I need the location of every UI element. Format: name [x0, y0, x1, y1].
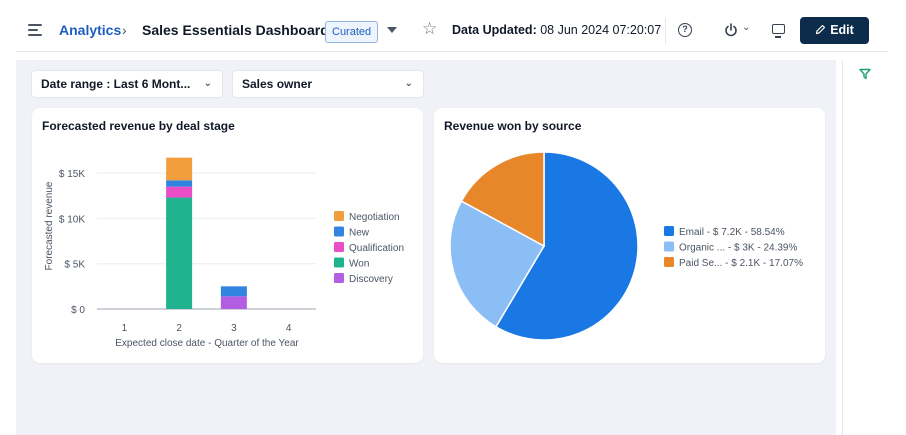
legend-label: Discovery — [349, 274, 393, 285]
forecast-revenue-card: Forecasted revenue by deal stage $ 0 $ 5K… — [32, 108, 423, 363]
menu-icon[interactable] — [28, 24, 42, 36]
revenue-source-title: Revenue won by source — [444, 119, 582, 133]
legend-label: Negotiation — [349, 212, 400, 223]
pie-slice-1[interactable] — [449, 200, 546, 328]
x-axis-label: Expected close date - Quarter of the Yea… — [115, 338, 299, 349]
bar-segment-new[interactable] — [220, 286, 247, 297]
legend-swatch — [334, 242, 344, 252]
data-updated-label: Data Updated: — [452, 23, 537, 37]
y-tick-label: $ 0 — [71, 305, 85, 316]
legend-label: Organic ... - $ 3K - 24.39% — [679, 243, 797, 254]
chevron-down-icon[interactable] — [387, 27, 397, 33]
legend-swatch — [334, 257, 344, 268]
x-tick-label: 1 — [122, 323, 128, 334]
legend-label: Paid Se... - $ 2.1K - 17.07% — [679, 258, 803, 269]
y-axis-label: Forecasted revenue — [44, 181, 55, 270]
right-panel — [842, 60, 890, 435]
legend-swatch — [334, 211, 344, 221]
data-updated: Data Updated: 08 Jun 2024 07:20:07 — [452, 23, 661, 37]
legend-swatch — [664, 257, 674, 267]
y-tick-label: $ 15K — [59, 169, 85, 180]
edit-button[interactable]: Edit — [800, 17, 869, 44]
chevron-down-icon: ⌄ — [404, 78, 413, 89]
y-tick-label: $ 10K — [59, 214, 85, 225]
breadcrumb-separator: › — [122, 22, 127, 38]
legend-label: Won — [349, 259, 369, 270]
help-icon[interactable]: ? — [678, 23, 692, 37]
filter-icon[interactable] — [859, 68, 871, 80]
bar-segment-negotiation[interactable] — [166, 157, 193, 181]
legend-swatch — [664, 241, 674, 252]
top-bar: Analytics › Sales Essentials Dashboard C… — [16, 10, 888, 52]
edit-button-label: Edit — [830, 23, 854, 37]
x-tick-label: 4 — [286, 323, 292, 334]
legend-swatch — [334, 226, 344, 237]
legend-label: Email - $ 7.2K - 58.54% — [679, 227, 785, 238]
pie-slice-2[interactable] — [460, 151, 545, 248]
bar-segment-discovery[interactable] — [220, 296, 247, 309]
revenue-source-card: Revenue won by source Email - $ 7.2K - 5… — [434, 108, 825, 363]
sales-owner-filter-label: Sales owner — [242, 77, 313, 91]
bar-segment-qualification[interactable] — [166, 186, 193, 198]
dashboard-canvas: Date range : Last 6 Mont... ⌄ Sales owne… — [16, 60, 836, 435]
legend-swatch — [664, 226, 674, 236]
monitor-icon[interactable] — [772, 24, 785, 38]
bar-segment-new[interactable] — [166, 180, 193, 187]
page-title: Sales Essentials Dashboard — [142, 22, 329, 38]
breadcrumb-analytics-link[interactable]: Analytics — [59, 22, 122, 38]
power-icon[interactable] — [724, 23, 738, 37]
x-tick-label: 3 — [231, 323, 237, 334]
legend-swatch — [334, 273, 344, 283]
curated-badge: Curated — [325, 21, 379, 43]
x-tick-label: 2 — [176, 323, 182, 334]
divider — [665, 18, 666, 44]
pencil-icon — [816, 24, 826, 35]
forecast-revenue-title: Forecasted revenue by deal stage — [42, 119, 235, 133]
data-updated-value: 08 Jun 2024 07:20:07 — [540, 23, 662, 37]
legend-label: Qualification — [349, 243, 404, 254]
forecast-revenue-chart: $ 0 $ 5K $ 10K $ 15K 1 2 3 4 Expected close date… — [44, 157, 404, 349]
bar-segment-won[interactable] — [166, 197, 193, 309]
date-range-filter-label: Date range : Last 6 Mont... — [41, 77, 191, 91]
y-tick-label: $ 5K — [64, 260, 85, 271]
sales-owner-filter[interactable]: Sales owner ⌄ — [232, 70, 424, 98]
chevron-down-icon: ⌄ — [203, 78, 212, 89]
revenue-source-chart: Email - $ 7.2K - 58.54% Organic ... - $ 3… — [449, 151, 803, 341]
legend-label: New — [349, 228, 370, 239]
star-icon[interactable]: ☆ — [422, 19, 438, 38]
pie-slice-0[interactable] — [494, 151, 639, 341]
power-menu-chevron-icon[interactable]: ⌄ — [742, 22, 751, 33]
date-range-filter[interactable]: Date range : Last 6 Mont... ⌄ — [31, 70, 223, 98]
